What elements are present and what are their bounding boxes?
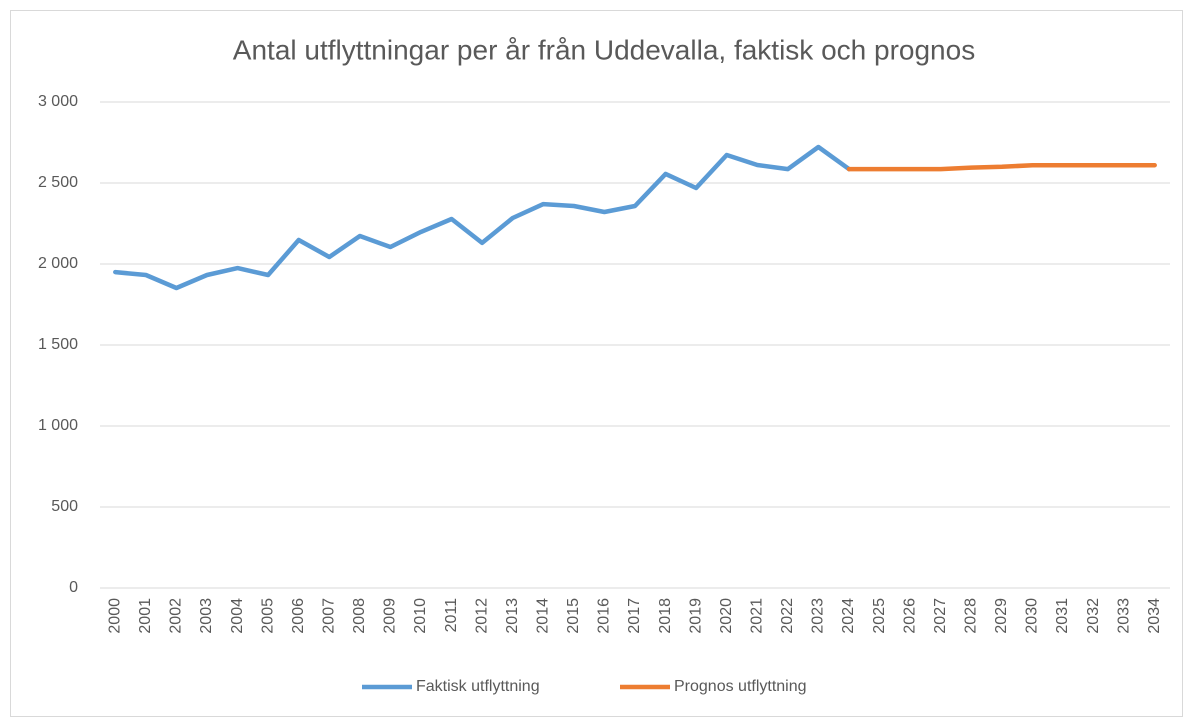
x-tick-label: 2023: [810, 598, 827, 634]
y-tick-label: 0: [69, 579, 78, 596]
x-tick-label: 2010: [412, 598, 429, 634]
series-line: [113, 144, 852, 291]
x-tick-label: 2003: [198, 598, 215, 634]
y-tick-label: 1 000: [38, 417, 78, 434]
x-tick-label: 2019: [687, 598, 704, 634]
y-tick-label: 500: [51, 498, 78, 515]
x-tick-label: 2032: [1085, 598, 1102, 634]
legend-label: Prognos utflyttning: [674, 678, 807, 695]
series-line: [846, 162, 1157, 172]
x-tick-label: 2007: [321, 598, 338, 634]
x-tick-label: 2012: [473, 598, 490, 634]
x-tick-label: 2016: [596, 598, 613, 634]
x-tick-label: 2005: [259, 598, 276, 634]
x-tick-label: 2008: [351, 598, 368, 634]
y-tick-label: 1 500: [38, 336, 78, 353]
x-tick-label: 2031: [1054, 598, 1071, 634]
y-tick-label: 3 000: [38, 93, 78, 110]
x-tick-label: 2004: [229, 598, 246, 634]
x-tick-label: 2009: [382, 598, 399, 634]
x-tick-label: 2025: [871, 598, 888, 634]
x-tick-label: 2002: [168, 598, 185, 634]
x-tick-label: 2021: [749, 598, 766, 634]
x-tick-label: 2028: [963, 598, 980, 634]
x-tick-label: 2017: [626, 598, 643, 634]
x-tick-label: 2024: [840, 598, 857, 634]
x-tick-label: 2034: [1146, 598, 1163, 634]
y-tick-label: 2 000: [38, 255, 78, 272]
x-tick-label: 2026: [901, 598, 918, 634]
x-tick-label: 2015: [565, 598, 582, 634]
x-tick-label: 2018: [657, 598, 674, 634]
x-tick-label: 2033: [1115, 598, 1132, 634]
chart-title: Antal utflyttningar per år från Uddevall…: [233, 34, 975, 65]
chart-border: [10, 10, 1183, 717]
x-tick-label: 2020: [718, 598, 735, 634]
x-tick-label: 2022: [779, 598, 796, 634]
x-tick-label: 2030: [1024, 598, 1041, 634]
y-tick-label: 2 500: [38, 174, 78, 191]
x-tick-label: 2029: [993, 598, 1010, 634]
x-tick-label: 2014: [535, 598, 552, 634]
x-tick-label: 2027: [932, 598, 949, 634]
x-tick-label: 2006: [290, 598, 307, 634]
x-tick-label: 2011: [443, 598, 460, 633]
legend-label: Faktisk utflyttning: [416, 678, 540, 695]
x-tick-label: 2000: [107, 598, 124, 634]
x-tick-label: 2013: [504, 598, 521, 634]
x-tick-label: 2001: [137, 598, 154, 634]
